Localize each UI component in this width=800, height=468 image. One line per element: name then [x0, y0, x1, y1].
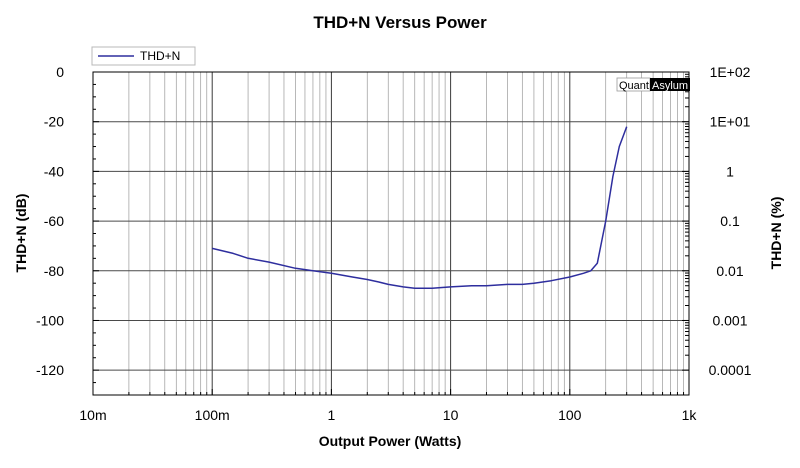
- y-axis-title: THD+N (dB): [13, 194, 29, 273]
- legend-box: [91, 46, 196, 66]
- watermark-part1: Quant: [619, 80, 649, 92]
- y-tick-label: -100: [36, 312, 64, 328]
- watermark-part2: Asylum: [652, 80, 688, 92]
- y2-tick-label: 0.001: [712, 312, 747, 328]
- y2-tick-label: 1E+02: [710, 64, 751, 80]
- y2-tick-label: 0.0001: [709, 362, 752, 378]
- grid: [93, 72, 689, 395]
- x-tick-label: 1k: [682, 407, 698, 423]
- y-tick-label: -120: [36, 362, 64, 378]
- y2-tick-label: 0.01: [716, 263, 743, 279]
- y2-tick-label: 0.1: [720, 213, 740, 229]
- x-tick-label: 1: [328, 407, 336, 423]
- x-tick-label: 100: [558, 407, 582, 423]
- tick-marks: [92, 71, 690, 396]
- y2-tick-label: 1E+01: [710, 114, 751, 130]
- chart-title: THD+N Versus Power: [313, 13, 487, 32]
- y-tick-label: 0: [56, 64, 64, 80]
- legend-label: THD+N: [140, 49, 180, 63]
- y-tick-label: -20: [44, 114, 64, 130]
- x-axis-title: Output Power (Watts): [319, 433, 462, 449]
- tick-labels: 10m 100m 1 10 100 1k 0 -20 -40 -60 -80 -100 -120 1E+0…: [36, 64, 752, 423]
- y2-tick-label: 1: [726, 163, 734, 179]
- y-tick-label: -40: [44, 163, 64, 179]
- series-line-thdn: [212, 126, 628, 289]
- x-tick-label: 10m: [79, 407, 106, 423]
- legend: THD+N: [91, 46, 196, 66]
- y-tick-label: -60: [44, 213, 64, 229]
- y2-axis-title: THD+N (%): [768, 197, 784, 270]
- watermark-logo: Quant Asylum: [616, 77, 690, 92]
- watermark-right-box: [650, 78, 690, 91]
- plot-frame: [92, 71, 690, 396]
- y-tick-label: -80: [44, 263, 64, 279]
- x-tick-label: 100m: [195, 407, 230, 423]
- x-tick-label: 10: [443, 407, 459, 423]
- series-layer: [212, 126, 628, 289]
